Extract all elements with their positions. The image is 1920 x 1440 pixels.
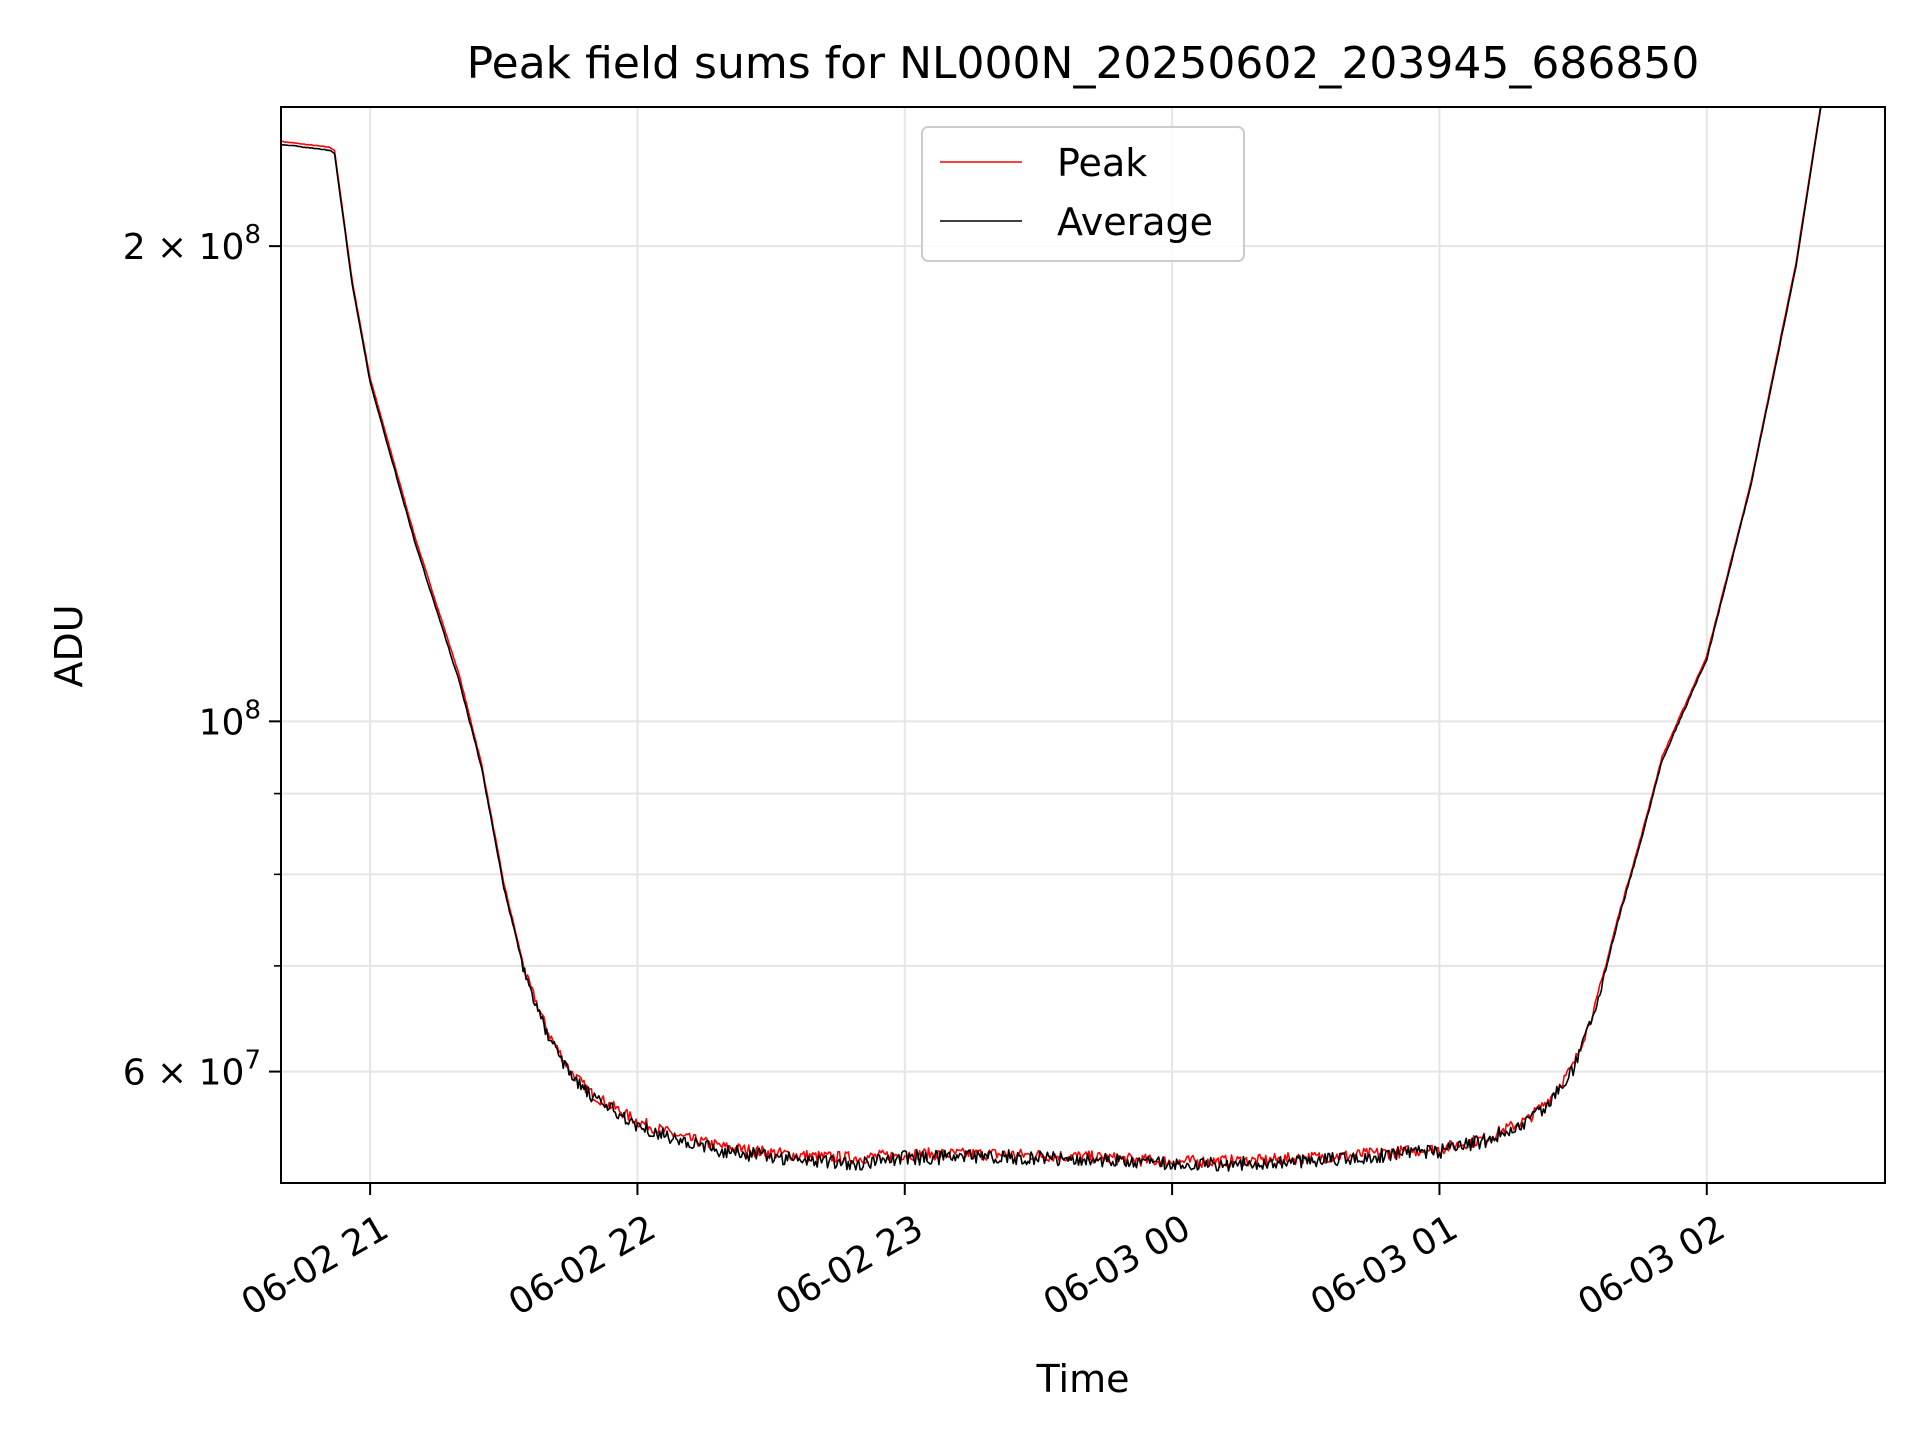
axes-frame: [280, 106, 1886, 1184]
y-tick-exponent: 8: [244, 695, 261, 725]
legend-box: [921, 126, 1245, 262]
y-axis-label: ADU: [47, 604, 91, 687]
y-tick-label: 6 × 107: [123, 1046, 261, 1094]
y-tick-label: 2 × 108: [123, 220, 261, 268]
y-tick-mantissa: 2 × 10: [123, 227, 245, 268]
x-axis-label: Time: [1036, 1357, 1130, 1401]
y-tick-exponent: 7: [244, 1046, 261, 1076]
y-tick-label: 108: [199, 695, 261, 743]
y-tick-mantissa: 10: [199, 702, 245, 743]
legend-label-average: Average: [1057, 200, 1213, 244]
legend-label-peak: Peak: [1057, 141, 1147, 185]
chart-title: Peak field sums for NL000N_20250602_2039…: [467, 38, 1700, 89]
grid: [281, 107, 1885, 1183]
y-tick-exponent: 8: [244, 220, 261, 250]
series-line-average: [281, 107, 1822, 1172]
y-tick-mantissa: 6 × 10: [123, 1053, 245, 1094]
legend: Peak Average: [921, 126, 1245, 262]
series-layer: [281, 107, 1822, 1172]
